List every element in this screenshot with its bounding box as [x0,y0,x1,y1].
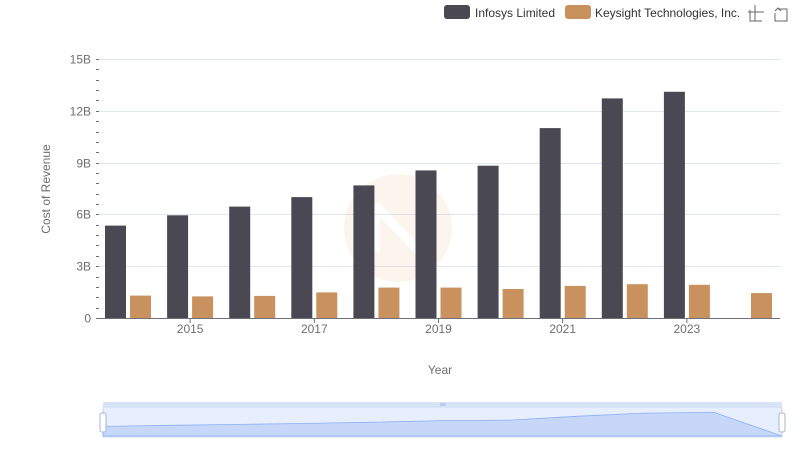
x-tick-label: 2015 [177,322,204,336]
zoom-left-handle[interactable] [99,412,107,433]
zoom-shadow-area [102,411,783,437]
bar-infosys-2022 [601,98,623,319]
legend[interactable]: Infosys Limited Keysight Technologies, I… [444,5,740,20]
x-tick-label: 2023 [674,322,701,336]
bar-keysight-2021 [564,285,586,318]
bar-keysight-2015 [192,296,214,318]
y-axis: 0 3B 6B 9B 12B 15B [70,53,99,326]
bar-infosys-2023 [663,91,685,318]
x-tick-label: 2021 [549,322,576,336]
zoom-right-handle[interactable] [778,412,786,433]
x-axis-title: Year [428,363,452,377]
bar-infosys-2021 [539,128,561,318]
y-tick-label: 9B [76,157,91,171]
bar-keysight-2020 [502,289,524,318]
bar-keysight-2016 [254,295,276,318]
bars [105,91,772,319]
y-tick-label: 3B [76,260,91,274]
bar-infosys-2017 [291,197,313,318]
bar-infosys-2019 [415,170,437,318]
bar-keysight-2023 [688,284,710,318]
y-tick-label: 0 [84,312,91,326]
bar-infosys-2016 [229,206,251,318]
zoom-selected-window [103,407,782,437]
bar-keysight-2014 [130,295,151,318]
restore-icon[interactable] [774,7,788,22]
legend-item-keysight[interactable]: Keysight Technologies, Inc. [565,5,740,20]
legend-item-infosys[interactable]: Infosys Limited [444,5,555,20]
bar-keysight-2019 [440,287,462,318]
legend-label-keysight: Keysight Technologies, Inc. [595,6,740,20]
x-tick-label: 2017 [301,322,328,336]
bar-infosys-2014 [105,225,126,318]
zoom-area-icon[interactable] [748,5,764,22]
bar-keysight-2022 [626,284,648,318]
legend-swatch-keysight [565,5,591,19]
data-zoom-slider[interactable] [99,402,786,438]
y-tick-label: 6B [76,208,91,222]
y-tick-label: 15B [70,53,91,67]
bar-keysight-2024 [751,293,772,318]
bar-keysight-2017 [316,292,338,318]
bar-keysight-2018 [378,287,400,318]
x-tick-label: 2019 [425,322,452,336]
y-tick-label: 12B [70,105,91,119]
y-axis-title: Cost of Revenue [39,144,53,234]
x-axis: 2015 2017 2019 2021 2023 [177,318,701,336]
legend-label-infosys: Infosys Limited [475,6,555,20]
legend-swatch-infosys [444,5,470,19]
zoom-top-grip-icon [440,403,446,406]
bar-infosys-2015 [167,215,189,318]
bar-infosys-2018 [353,185,375,318]
bar-infosys-2020 [477,165,499,318]
